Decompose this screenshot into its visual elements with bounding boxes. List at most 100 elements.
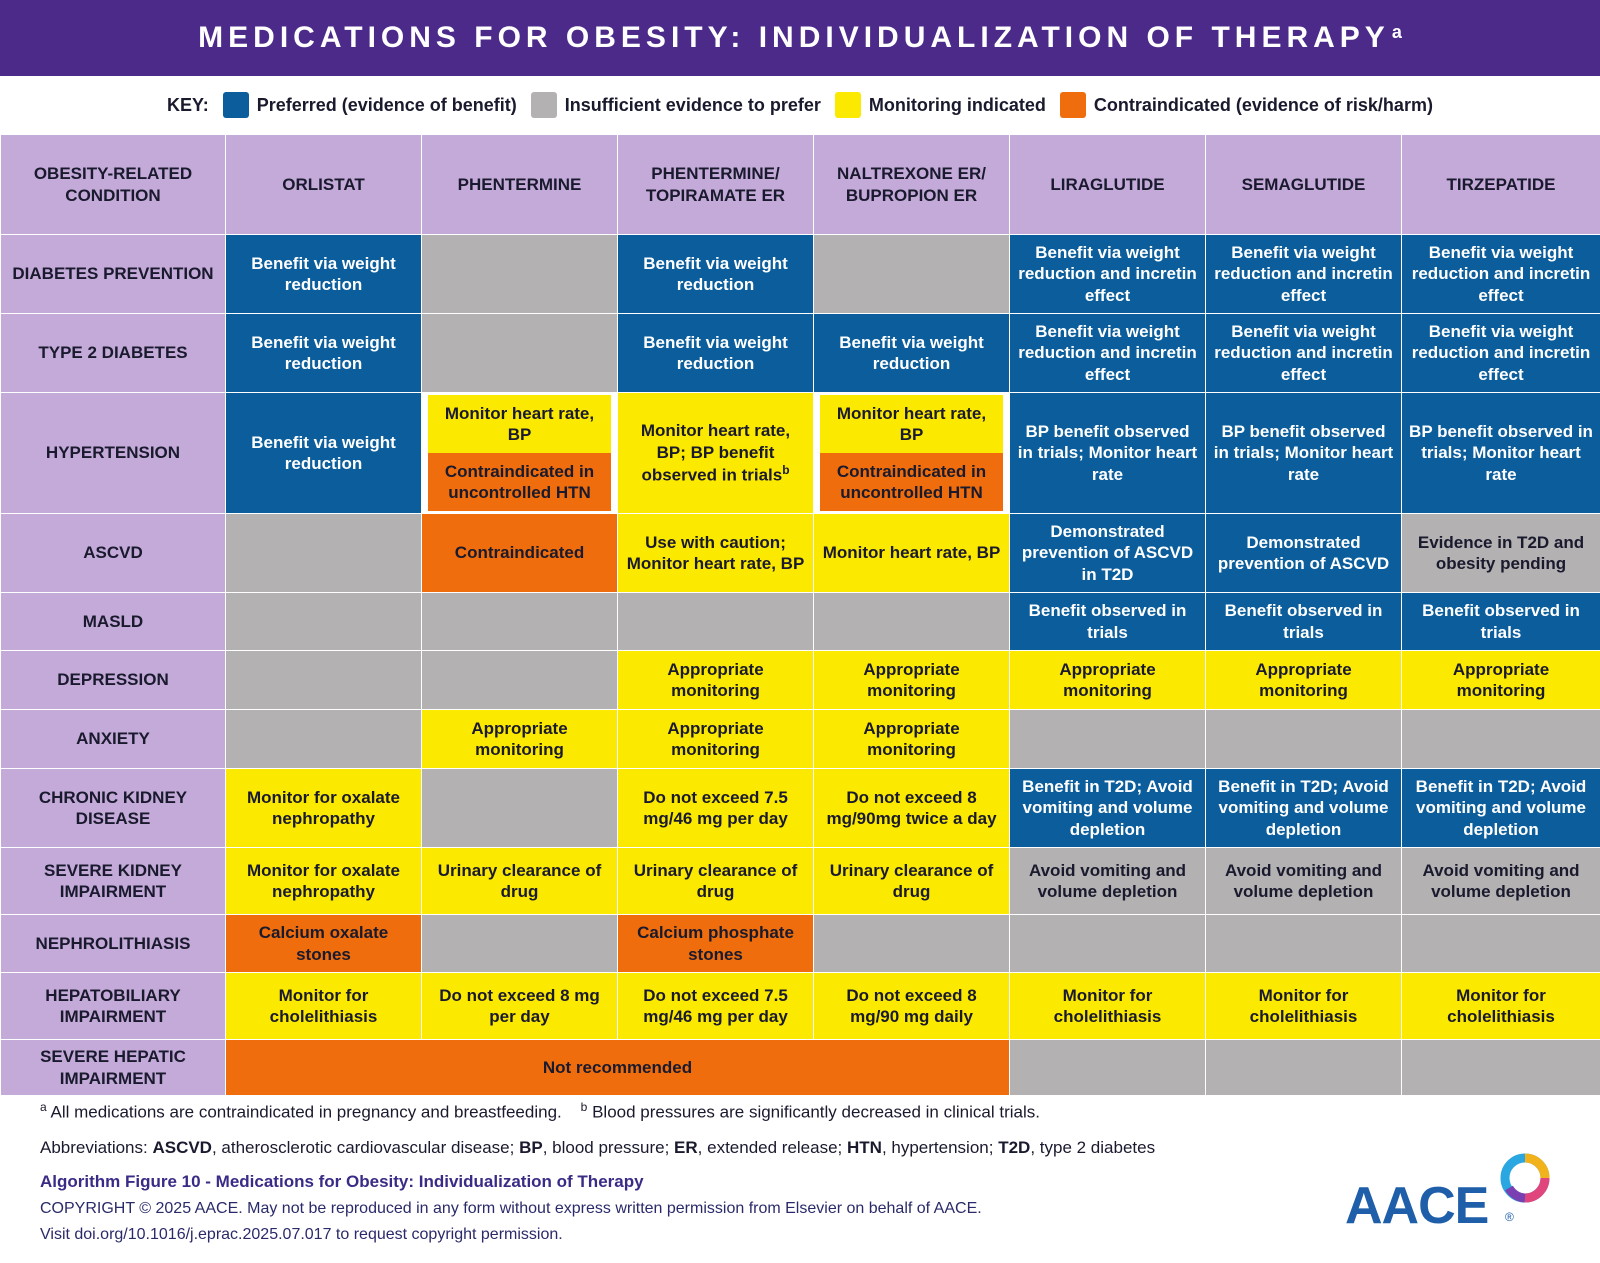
- table-cell: Benefit via weight reduction: [617, 234, 814, 314]
- gray-swatch-icon: [530, 92, 557, 118]
- table-cell-empty: [1009, 914, 1206, 973]
- cell-text: Monitor heart rate, BP; BP benefit obser…: [640, 421, 791, 485]
- key-item-monitoring: Monitoring indicated: [834, 92, 1046, 118]
- table-row: HEPATOBILIARY IMPAIRMENT Monitor for cho…: [0, 972, 1600, 1040]
- table-cell: Benefit in T2D; Avoid vomiting and volum…: [1009, 768, 1206, 848]
- title-text: MEDICATIONS FOR OBESITY: INDIVIDUALIZATI…: [198, 21, 1390, 54]
- table-row: ASCVD Contraindicated Use with caution; …: [0, 513, 1600, 593]
- table-cell: Benefit via weight reduction and increti…: [1205, 234, 1402, 314]
- row-label: ASCVD: [0, 513, 226, 593]
- table-cell-split: Monitor heart rate, BP Contraindicated i…: [421, 392, 618, 514]
- table-row: DIABETES PREVENTION Benefit via weight r…: [0, 234, 1600, 314]
- table-cell: Do not exceed 7.5 mg/46 mg per day: [617, 972, 814, 1040]
- table-cell: Urinary clearance of drug: [617, 847, 814, 915]
- row-label: SEVERE HEPATIC IMPAIRMENT: [0, 1039, 226, 1096]
- key-label: KEY:: [167, 94, 209, 115]
- footnote-mark-b: b: [782, 462, 790, 477]
- table-cell: Do not exceed 8 mg per day: [421, 972, 618, 1040]
- table-cell-empty: [225, 650, 422, 710]
- table-cell: Urinary clearance of drug: [421, 847, 618, 915]
- table-cell: Monitor for cholelithiasis: [1009, 972, 1206, 1040]
- col-header-phentermine-topiramate: PHENTERMINE/ TOPIRAMATE ER: [617, 134, 814, 235]
- table-cell: Monitor heart rate, BP: [813, 513, 1010, 593]
- key-item-contraindicated: Contraindicated (evidence of risk/harm): [1059, 92, 1433, 118]
- row-label: HEPATOBILIARY IMPAIRMENT: [0, 972, 226, 1040]
- row-label: DEPRESSION: [0, 650, 226, 710]
- row-label: DIABETES PREVENTION: [0, 234, 226, 314]
- table-cell-empty: [1401, 914, 1600, 973]
- table-cell: Avoid vomiting and volume depletion: [1205, 847, 1402, 915]
- table-cell: Benefit via weight reduction and increti…: [1009, 313, 1206, 393]
- row-label: SEVERE KIDNEY IMPAIRMENT: [0, 847, 226, 915]
- table-cell-empty: [421, 592, 618, 651]
- table-cell: Benefit via weight reduction and increti…: [1205, 313, 1402, 393]
- table-cell: Use with caution; Monitor heart rate, BP: [617, 513, 814, 593]
- row-label: CHRONIC KIDNEY DISEASE: [0, 768, 226, 848]
- table-cell-empty: [1205, 709, 1402, 769]
- table-cell: BP benefit observed in trials; Monitor h…: [1401, 392, 1600, 514]
- table-cell-empty: [421, 768, 618, 848]
- table-cell: Appropriate monitoring: [813, 650, 1010, 710]
- table-row: HYPERTENSION Benefit via weight reductio…: [0, 392, 1600, 514]
- table-row: ANXIETY Appropriate monitoring Appropria…: [0, 709, 1600, 769]
- logo-swirl-icon: [1500, 1153, 1550, 1203]
- table-row: CHRONIC KIDNEY DISEASE Monitor for oxala…: [0, 768, 1600, 848]
- key-item-preferred: Preferred (evidence of benefit): [222, 92, 517, 118]
- table-cell-empty: [1401, 709, 1600, 769]
- table-cell: Do not exceed 8 mg/90mg twice a day: [813, 768, 1010, 848]
- table-cell-empty: [225, 592, 422, 651]
- table-cell-empty: [1205, 1039, 1402, 1096]
- table-cell: Benefit via weight reduction and increti…: [1009, 234, 1206, 314]
- row-label: TYPE 2 DIABETES: [0, 313, 226, 393]
- table-cell: Monitor for cholelithiasis: [225, 972, 422, 1040]
- table-row: NEPHROLITHIASIS Calcium oxalate stones C…: [0, 914, 1600, 973]
- table-cell: Benefit via weight reduction: [225, 392, 422, 514]
- table-cell-empty: [813, 234, 1010, 314]
- table-row: SEVERE HEPATIC IMPAIRMENT Not recommende…: [0, 1039, 1600, 1096]
- table-cell: Calcium oxalate stones: [225, 914, 422, 973]
- split-cell-monitor: Monitor heart rate, BP: [820, 395, 1003, 453]
- medication-table: OBESITY-RELATED CONDITION ORLISTAT PHENT…: [0, 134, 1600, 1096]
- table-cell: Appropriate monitoring: [617, 650, 814, 710]
- col-header-tirzepatide: TIRZEPATIDE: [1401, 134, 1600, 235]
- split-cell-contraindicated: Contraindicated in uncontrolled HTN: [820, 453, 1003, 511]
- table-cell: Evidence in T2D and obesity pending: [1401, 513, 1600, 593]
- abbreviations: Abbreviations: ASCVD, atherosclerotic ca…: [40, 1138, 1155, 1158]
- table-cell: Benefit via weight reduction: [225, 313, 422, 393]
- table-cell: Avoid vomiting and volume depletion: [1009, 847, 1206, 915]
- table-cell-empty: [1401, 1039, 1600, 1096]
- table-cell: Monitor heart rate, BP; BP benefit obser…: [617, 392, 814, 514]
- table-cell-empty: [421, 914, 618, 973]
- abbrev-term: HTN: [847, 1138, 882, 1157]
- col-header-semaglutide: SEMAGLUTIDE: [1205, 134, 1402, 235]
- table-cell: Benefit via weight reduction and increti…: [1401, 313, 1600, 393]
- table-cell: Demonstrated prevention of ASCVD: [1205, 513, 1402, 593]
- table-cell-empty: [225, 513, 422, 593]
- key-text-contraindicated: Contraindicated (evidence of risk/harm): [1093, 94, 1433, 115]
- table-cell: Benefit observed in trials: [1009, 592, 1206, 651]
- page-title: MEDICATIONS FOR OBESITY: INDIVIDUALIZATI…: [0, 0, 1600, 76]
- figure-title: Algorithm Figure 10 - Medications for Ob…: [40, 1172, 644, 1191]
- row-label: MASLD: [0, 592, 226, 651]
- row-label: ANXIETY: [0, 709, 226, 769]
- table-row: SEVERE KIDNEY IMPAIRMENT Monitor for oxa…: [0, 847, 1600, 915]
- aace-logo: AACE ®: [1345, 1148, 1565, 1238]
- table-cell: Demonstrated prevention of ASCVD in T2D: [1009, 513, 1206, 593]
- split-cell-contraindicated: Contraindicated in uncontrolled HTN: [428, 453, 611, 511]
- table-cell: Appropriate monitoring: [1401, 650, 1600, 710]
- title-footnote-mark: a: [1391, 21, 1402, 42]
- footnote-a-text: All medications are contraindicated in p…: [50, 1102, 562, 1122]
- table-cell: Appropriate monitoring: [1205, 650, 1402, 710]
- header-row: OBESITY-RELATED CONDITION ORLISTAT PHENT…: [0, 134, 1600, 235]
- table-row: TYPE 2 DIABETES Benefit via weight reduc…: [0, 313, 1600, 393]
- footnote-a-mark: a: [40, 1100, 47, 1114]
- key-text-monitoring: Monitoring indicated: [868, 94, 1046, 115]
- table-cell: Monitor for cholelithiasis: [1205, 972, 1402, 1040]
- footnotes: a All medications are contraindicated in…: [40, 1100, 1040, 1123]
- table-cell: Monitor for oxalate nephropathy: [225, 768, 422, 848]
- table-cell: Do not exceed 8 mg/90 mg daily: [813, 972, 1010, 1040]
- key-text-preferred: Preferred (evidence of benefit): [256, 94, 517, 115]
- table-row: DEPRESSION Appropriate monitoring Approp…: [0, 650, 1600, 710]
- abbrev-term: ER: [674, 1138, 698, 1157]
- registered-mark: ®: [1505, 1210, 1514, 1224]
